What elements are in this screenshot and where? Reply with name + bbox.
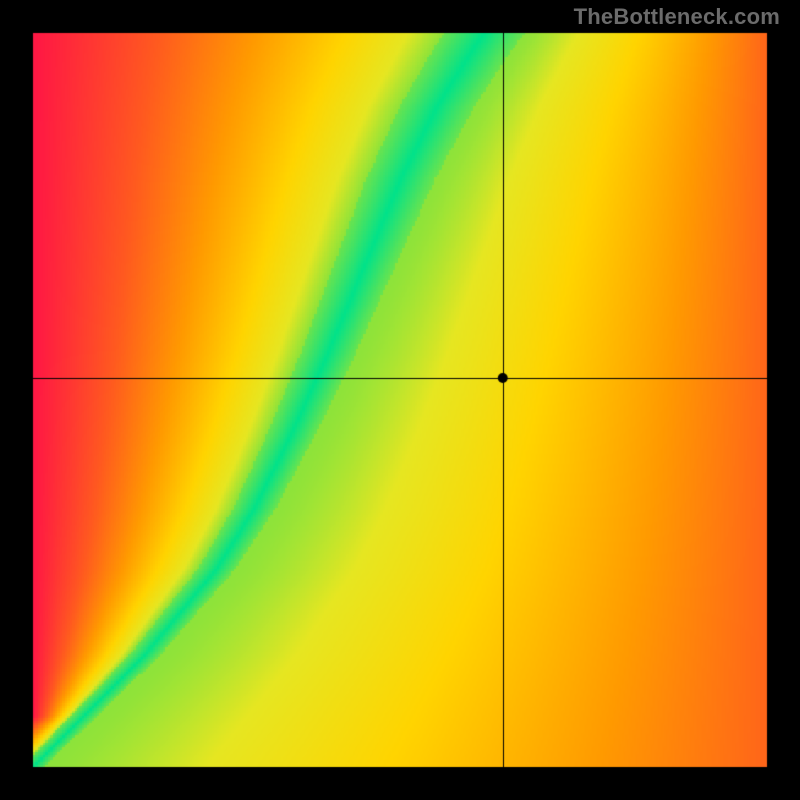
watermark-text: TheBottleneck.com [574,4,780,30]
heatmap-plot [0,0,800,800]
